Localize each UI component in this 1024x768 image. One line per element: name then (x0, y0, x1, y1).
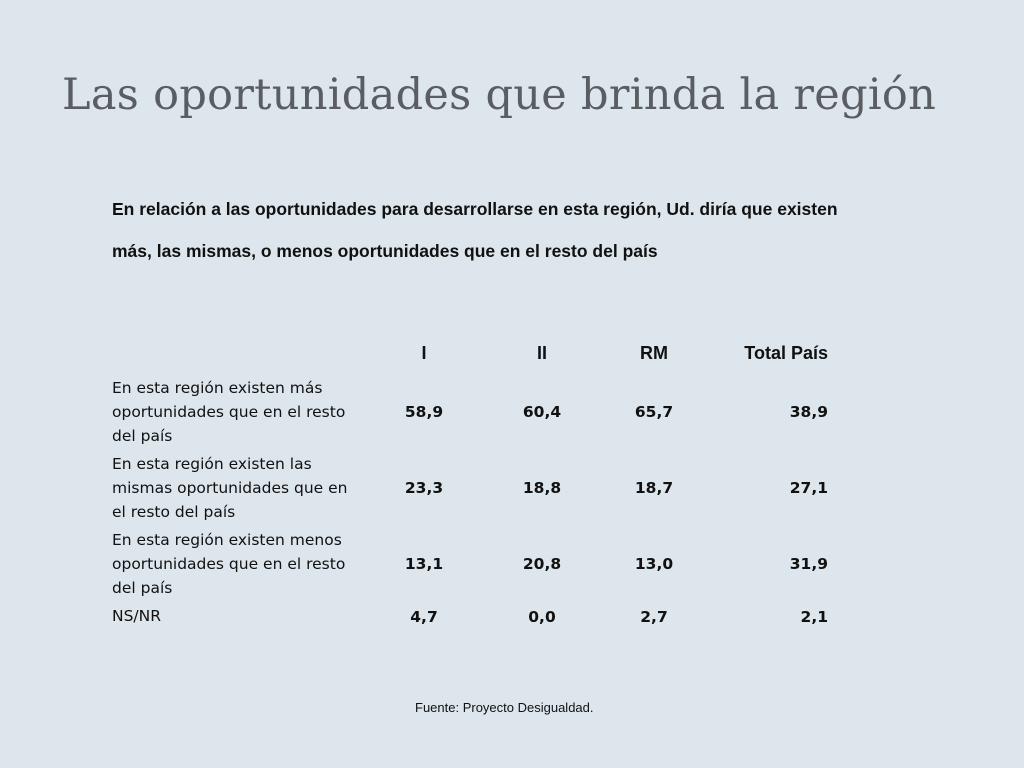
cell-region-rm: 2,7 (640, 608, 668, 626)
cell-total-pais: 31,9 (789, 555, 828, 573)
cell-region-ii: 18,8 (522, 479, 562, 497)
cell-region-rm: 65,7 (634, 403, 674, 421)
cell-region-i: 4,7 (410, 608, 438, 626)
cell-region-ii: 0,0 (528, 608, 556, 626)
header-region-i: I (421, 342, 427, 363)
question-line-2: más, las mismas, o menos oportunidades q… (112, 241, 658, 261)
slide-title: Las oportunidades que brinda la región (62, 70, 937, 120)
row-label: En esta región existen más oportunidades… (112, 379, 346, 445)
header-region-rm: RM (640, 342, 668, 363)
cell-region-rm: 13,0 (634, 555, 674, 573)
cell-total-pais: 38,9 (789, 403, 828, 421)
cell-region-ii: 60,4 (522, 403, 562, 421)
cell-total-pais: 27,1 (789, 479, 828, 497)
cell-region-i: 58,9 (404, 403, 444, 421)
row-label: En esta región existen menos oportunidad… (112, 531, 346, 597)
table-row: En esta región existen más oportunidades… (106, 374, 828, 450)
row-label: NS/NR (112, 607, 162, 625)
cell-region-ii: 20,8 (522, 555, 562, 573)
results-table: I II RM Total País En esta región existe… (106, 332, 828, 630)
table-row: NS/NR 4,7 0,0 2,7 2,1 (106, 602, 828, 630)
header-blank (106, 332, 362, 374)
survey-question: En relación a las oportunidades para des… (112, 197, 892, 263)
cell-total-pais: 2,1 (800, 608, 828, 626)
header-region-ii: II (536, 342, 547, 363)
question-line-1: En relación a las oportunidades para des… (112, 199, 838, 219)
table-header-row: I II RM Total País (106, 332, 828, 374)
header-total-pais: Total País (744, 342, 828, 363)
cell-region-rm: 18,7 (634, 479, 674, 497)
cell-region-i: 23,3 (404, 479, 444, 497)
table-row: En esta región existen las mismas oportu… (106, 450, 828, 526)
row-label: En esta región existen las mismas oportu… (112, 455, 348, 521)
cell-region-i: 13,1 (404, 555, 444, 573)
table-row: En esta región existen menos oportunidad… (106, 526, 828, 602)
source-note: Fuente: Proyecto Desigualdad. (415, 700, 594, 715)
